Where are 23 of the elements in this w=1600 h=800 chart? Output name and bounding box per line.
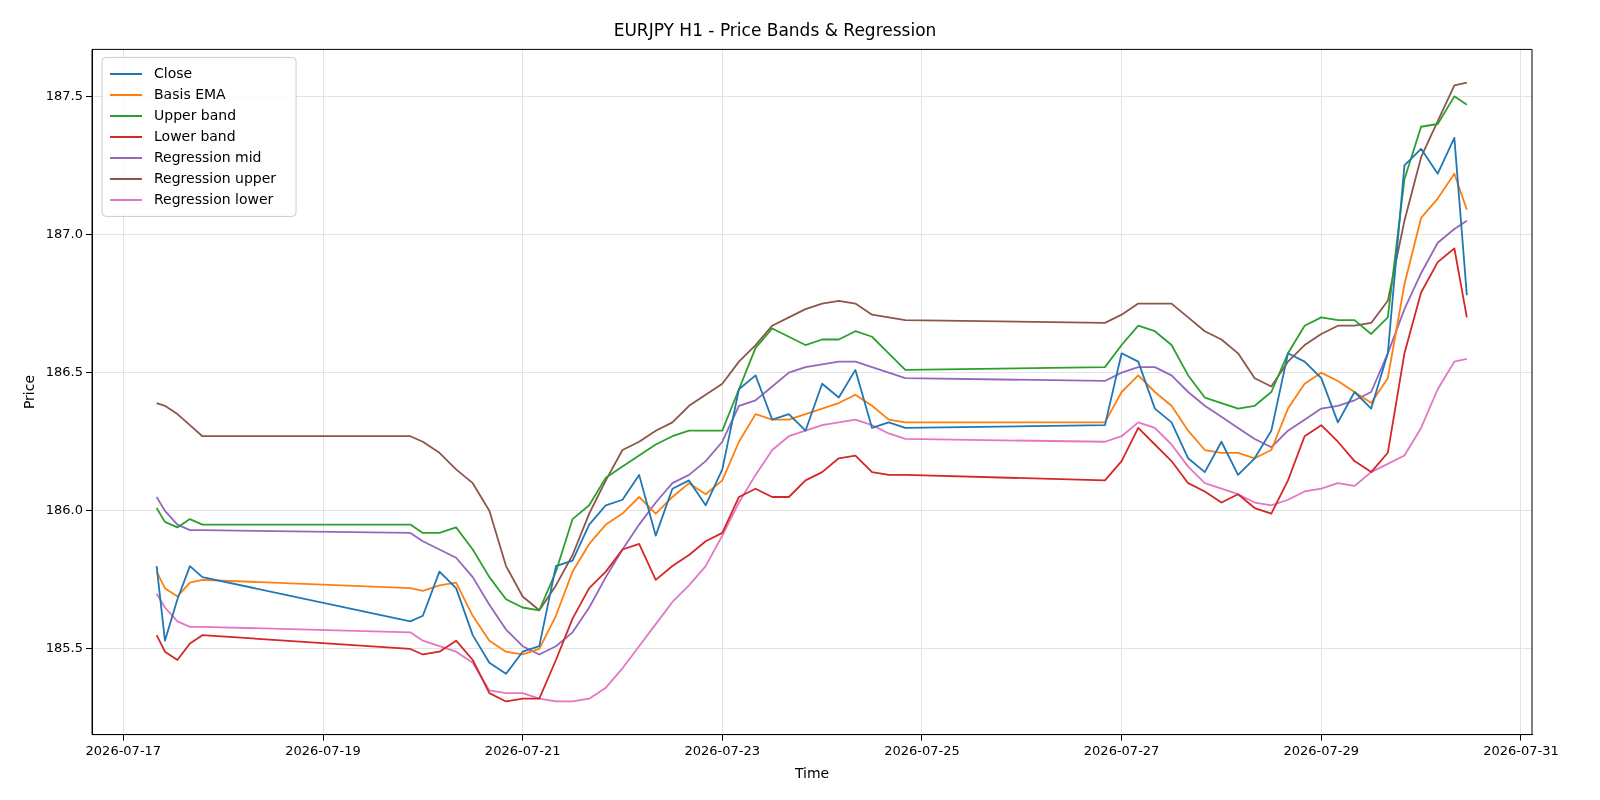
legend-label: Lower band bbox=[154, 127, 236, 144]
legend-label: Regression lower bbox=[154, 190, 274, 207]
legend-label: Regression upper bbox=[154, 169, 277, 186]
y-tick-label: 187.5 bbox=[45, 87, 84, 103]
x-tick-label: 2026-07-27 bbox=[1083, 742, 1160, 758]
y-axis-title: Price bbox=[21, 374, 38, 410]
x-tick-label: 2026-07-25 bbox=[884, 742, 960, 758]
x-axis-title: Time bbox=[793, 765, 830, 782]
y-tick-label: 187.0 bbox=[45, 225, 84, 241]
legend-label: Upper band bbox=[154, 106, 237, 123]
legend-label: Basis EMA bbox=[154, 85, 227, 102]
legend-label: Close bbox=[154, 64, 193, 81]
x-tick-label: 2026-07-21 bbox=[484, 742, 561, 758]
x-tick-label: 2026-07-17 bbox=[85, 742, 162, 758]
chart-title: EURJPY H1 - Price Bands & Regression bbox=[613, 19, 937, 40]
x-tick-label: 2026-07-31 bbox=[1483, 742, 1559, 758]
y-tick-label: 185.5 bbox=[45, 640, 84, 656]
y-tick-label: 186.0 bbox=[45, 502, 84, 518]
x-tick-label: 2026-07-29 bbox=[1283, 742, 1360, 758]
legend-label: Regression mid bbox=[154, 148, 262, 165]
x-tick-label: 2026-07-19 bbox=[285, 742, 361, 758]
x-tick-label: 2026-07-23 bbox=[684, 742, 761, 758]
y-tick-label: 186.5 bbox=[45, 364, 84, 380]
